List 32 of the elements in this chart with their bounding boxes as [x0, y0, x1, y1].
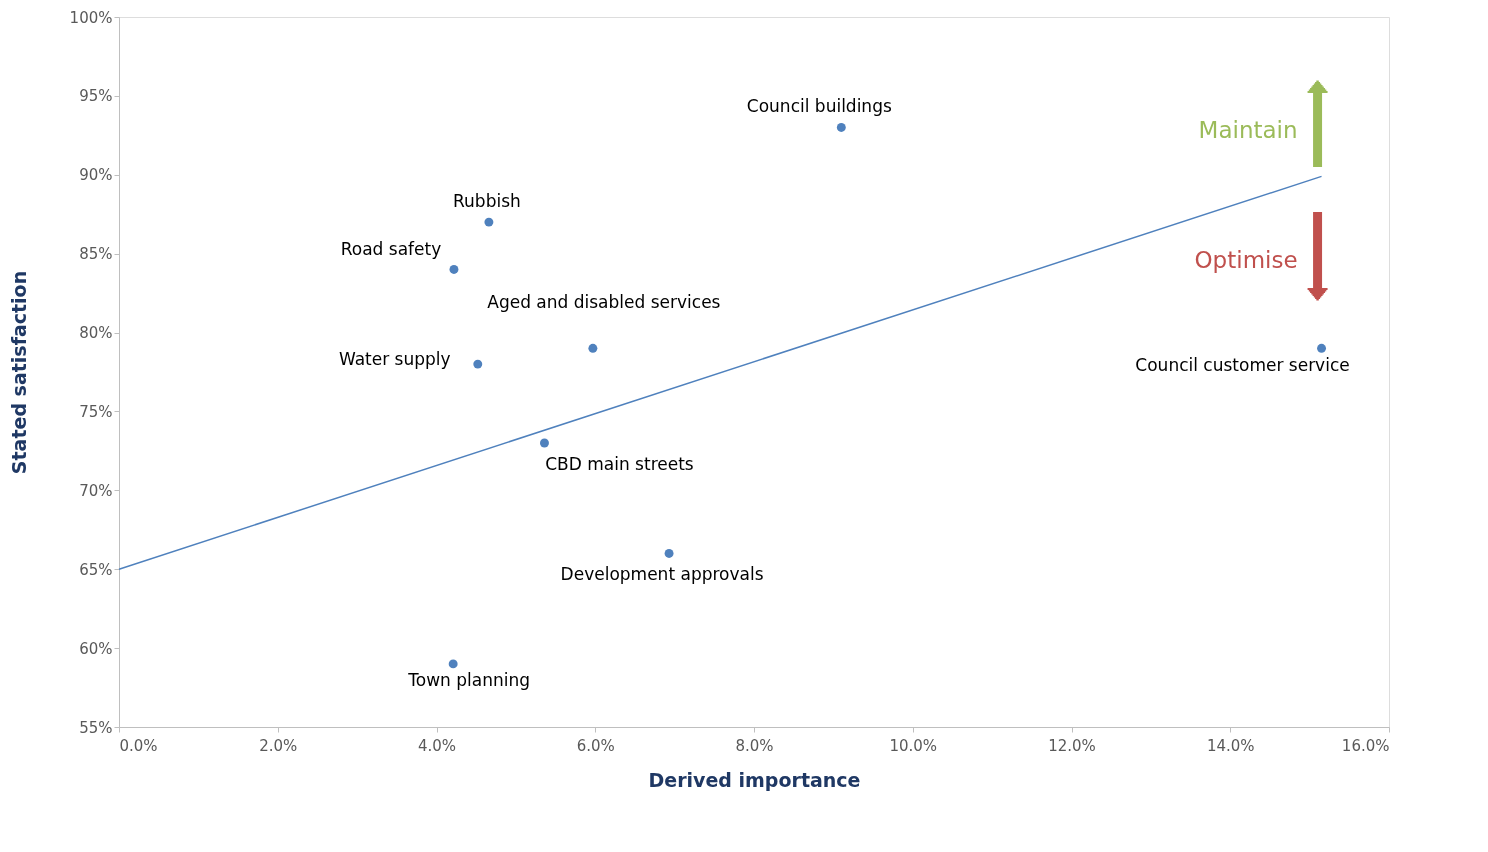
- x-tick-label: 0.0%: [119, 736, 158, 755]
- y-tick-label: 55%: [79, 718, 113, 737]
- y-tick-label: 75%: [79, 402, 113, 421]
- annotation: Optimise: [1194, 247, 1298, 273]
- annotation: Development approvals: [560, 564, 764, 585]
- x-tick-label: 14.0%: [1206, 736, 1255, 755]
- y-tick-label: 65%: [79, 560, 113, 579]
- x-tick-label: 10.0%: [889, 736, 938, 755]
- y-axis-title: Stated satisfaction: [7, 270, 30, 475]
- x-tick-label: 12.0%: [1048, 736, 1096, 755]
- y-tick-label: 95%: [79, 87, 113, 106]
- x-tick-label: 8.0%: [735, 736, 774, 755]
- annotation: Council customer service: [1135, 355, 1350, 376]
- annotation: Water supply: [338, 349, 451, 370]
- x-tick-label: 16.0%: [1341, 736, 1390, 755]
- annotation: Town planning: [407, 669, 531, 690]
- x-axis-title: Derived importance: [648, 768, 861, 791]
- annotation: CBD main streets: [545, 454, 694, 474]
- y-tick-label: 100%: [69, 8, 113, 27]
- annotation: Road safety: [340, 239, 442, 260]
- y-tick-label: 60%: [79, 639, 113, 658]
- annotation: Council buildings: [746, 96, 892, 117]
- annotation: Rubbish: [453, 191, 521, 212]
- x-tick-label: 2.0%: [259, 736, 298, 755]
- y-tick-label: 90%: [79, 166, 113, 185]
- y-tick-label: 80%: [79, 324, 113, 343]
- annotation: Aged and disabled services: [487, 292, 721, 313]
- x-tick-label: 6.0%: [576, 736, 615, 755]
- annotation: Maintain: [1198, 117, 1298, 143]
- y-tick-label: 85%: [79, 245, 113, 264]
- y-tick-label: 70%: [79, 481, 113, 500]
- x-tick-label: 4.0%: [417, 736, 457, 755]
